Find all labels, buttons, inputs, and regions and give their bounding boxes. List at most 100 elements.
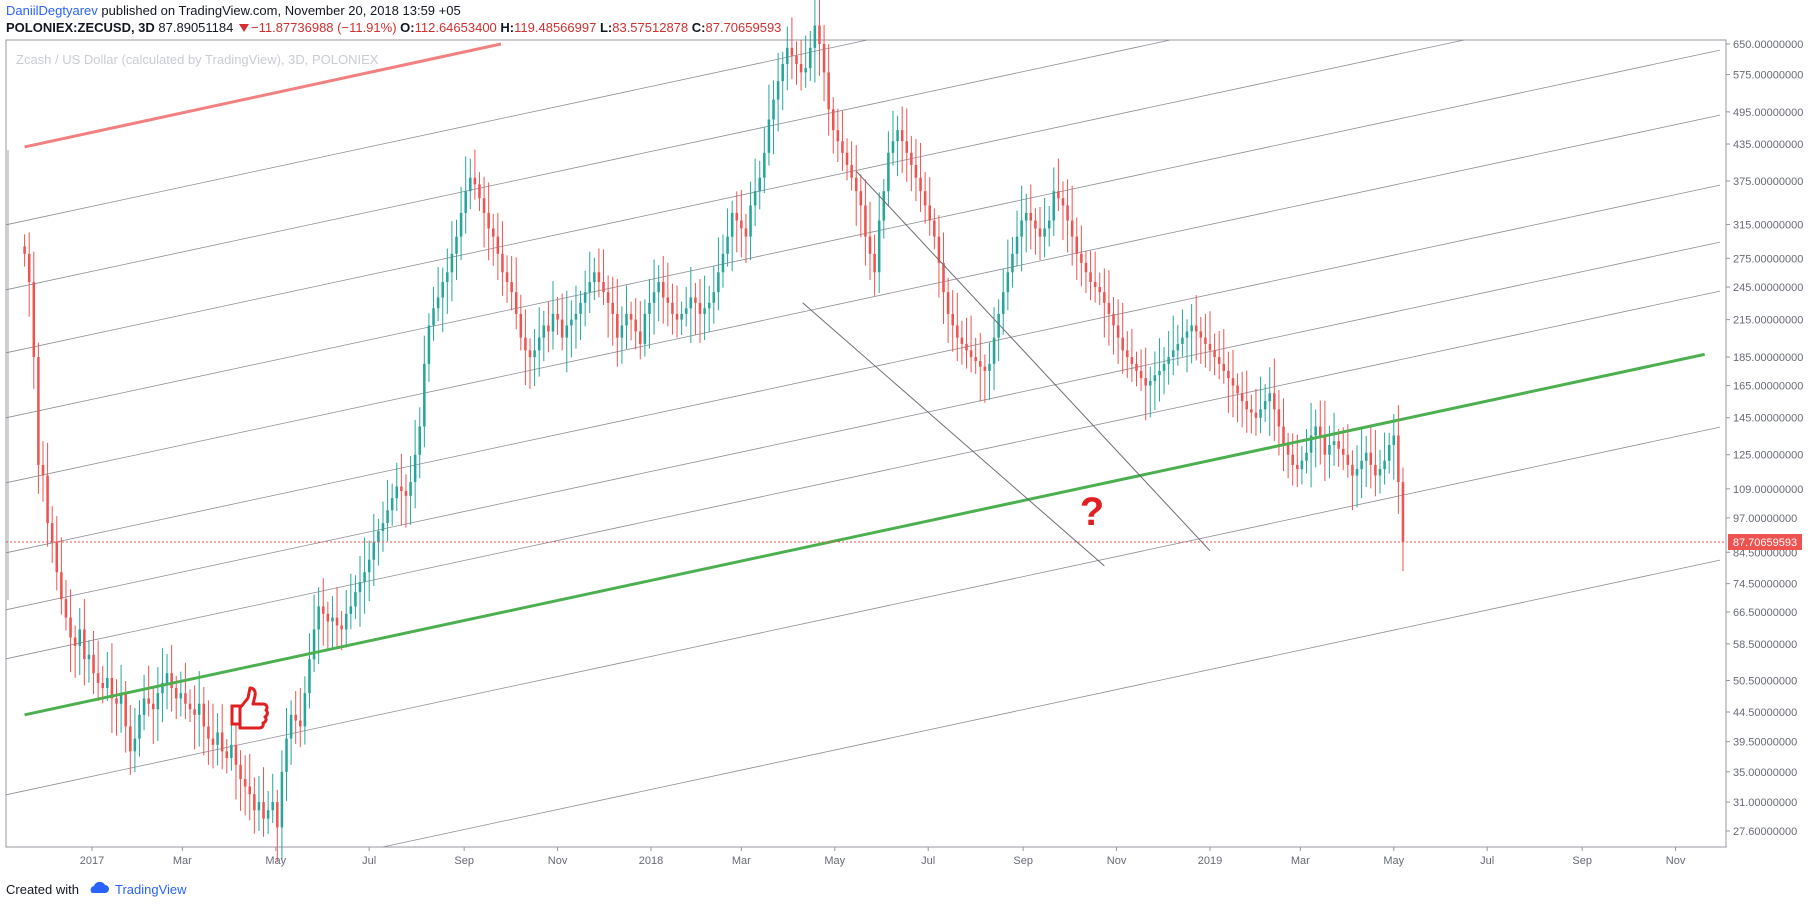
candle-body — [1199, 331, 1203, 338]
publish-info: DaniilDegtyarev published on TradingView… — [6, 3, 461, 18]
candle-body — [1309, 435, 1313, 453]
candle-body — [1089, 272, 1092, 283]
candle-body — [744, 228, 748, 237]
candle-body — [225, 751, 229, 758]
candle-body — [910, 152, 913, 165]
candle-body — [593, 272, 596, 283]
candle-body — [905, 141, 909, 153]
candle-body — [1355, 469, 1359, 476]
candle-body — [257, 802, 261, 811]
candle-body — [487, 212, 490, 229]
candle-body — [1093, 282, 1097, 288]
author-link[interactable]: DaniilDegtyarev — [6, 3, 98, 18]
candle-body — [524, 337, 527, 351]
candle-body — [501, 253, 504, 273]
candle-body — [188, 703, 192, 710]
candle-body — [124, 693, 127, 727]
candle-body — [1130, 357, 1134, 364]
plot-area[interactable] — [5, 39, 1727, 848]
candle-body — [919, 177, 922, 192]
price-tick-label: 495.00000000 — [1733, 107, 1803, 119]
close-label: C: — [691, 20, 706, 35]
candle-body — [1263, 401, 1267, 410]
time-tick-label: 2019 — [1198, 855, 1222, 867]
question-mark-annotation: ? — [1080, 490, 1104, 534]
green-trend-line — [24, 352, 1705, 717]
candle-body — [243, 779, 247, 787]
channel-line — [5, 290, 1721, 660]
candle-body — [1364, 452, 1368, 461]
candle-body — [349, 606, 353, 614]
candle-body — [1351, 464, 1354, 476]
candle-body — [620, 325, 624, 338]
candle-body — [50, 523, 54, 543]
candle-body — [367, 559, 371, 573]
candle-body — [220, 732, 224, 752]
candle-body — [1240, 393, 1244, 402]
price-tick-label: 39.50000000 — [1733, 737, 1797, 749]
candle-body — [983, 366, 987, 371]
candle-body — [900, 130, 904, 142]
candle-body — [386, 510, 389, 524]
candle-body — [1217, 357, 1221, 364]
price-tick-label: 31.00000000 — [1733, 797, 1797, 809]
candle-body — [156, 693, 160, 710]
candle-body — [588, 282, 592, 293]
candle-body — [147, 698, 150, 704]
candle-body — [974, 357, 977, 362]
candle-body — [1374, 464, 1377, 476]
low-label: L: — [599, 20, 613, 35]
candle-body — [1369, 452, 1373, 465]
candle-body — [795, 55, 798, 64]
candle-body — [211, 738, 215, 745]
candle-body — [432, 308, 435, 326]
candle-body — [841, 141, 844, 153]
high-label: H: — [500, 20, 515, 35]
candle-body — [1029, 212, 1033, 221]
candle-body — [119, 693, 123, 704]
candle-body — [1066, 205, 1069, 221]
channel-line — [5, 114, 1721, 484]
candle-body — [574, 313, 578, 320]
candle-body — [207, 726, 210, 739]
price-tick-label: 125.00000000 — [1733, 450, 1803, 462]
candle-body — [1337, 441, 1340, 449]
time-axis[interactable]: 2017 Mar May Jul Sep Nov 2018 Mar May Jul Sep Nov 20… — [80, 847, 1686, 867]
price-tick-label: 58.50000000 — [1733, 639, 1797, 651]
candle-body — [266, 810, 270, 819]
candle-body — [1011, 253, 1014, 273]
price-tick-label: 84.50000000 — [1733, 547, 1797, 559]
candle-body — [1144, 378, 1147, 386]
tradingview-link[interactable]: TradingView — [114, 882, 187, 897]
candle-body — [197, 703, 201, 715]
candle-body — [170, 673, 173, 689]
candle-body — [854, 177, 858, 192]
candle-body — [570, 319, 573, 326]
candle-body — [354, 592, 357, 607]
candle-body — [1061, 198, 1065, 206]
candle-body — [629, 313, 633, 320]
candle-body — [491, 228, 495, 237]
candle-body — [276, 802, 279, 828]
candle-body — [657, 282, 660, 293]
candle-body — [505, 272, 509, 283]
price-axis[interactable]: 650.00000000 575.00000000 495.00000000 435.… — [1725, 39, 1803, 847]
candle-body — [289, 714, 293, 739]
candle-body — [1328, 444, 1331, 455]
candle-body — [335, 617, 339, 626]
price-tick-label: 35.00000000 — [1733, 767, 1797, 779]
candle-body — [1135, 363, 1138, 371]
candle-body — [583, 292, 587, 303]
channel-line — [5, 39, 1171, 291]
time-tick-label: Sep — [1572, 855, 1592, 867]
candle-body — [822, 44, 826, 73]
candle-body — [423, 363, 426, 427]
candle-body — [395, 486, 399, 499]
candle-body — [340, 625, 343, 630]
price-tick-label: 275.00000000 — [1733, 253, 1803, 265]
candle-body — [684, 308, 688, 314]
candle-body — [1245, 401, 1249, 410]
candle-body — [1001, 292, 1005, 314]
candle-body — [1080, 253, 1083, 263]
